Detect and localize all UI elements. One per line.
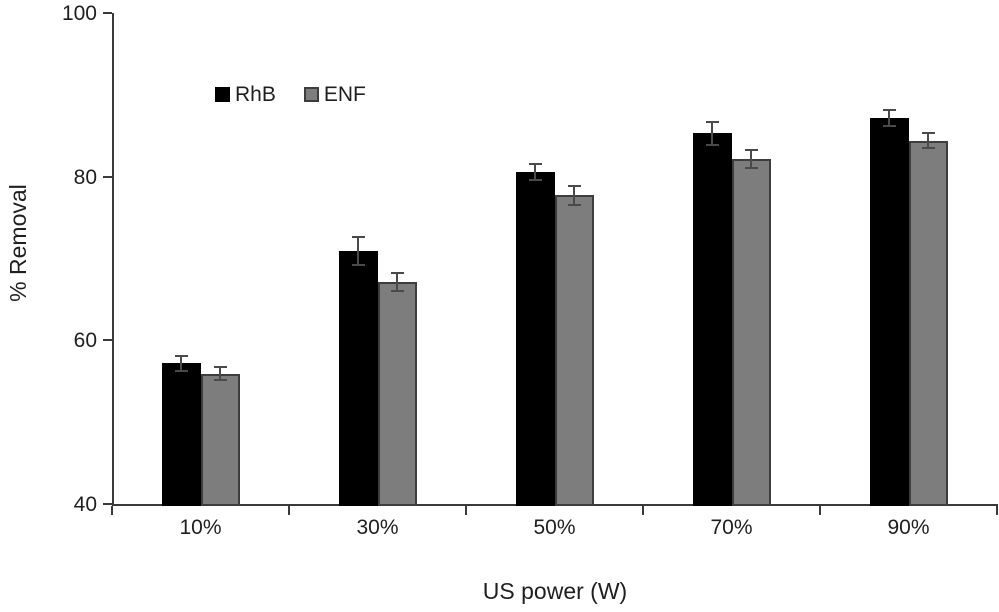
bar-rhb-50pct [515, 171, 555, 506]
error-bar-stem [534, 163, 536, 180]
x-tick-mark [465, 506, 467, 515]
x-category-label: 90% [887, 516, 930, 539]
error-bar-cap [213, 379, 227, 382]
error-bar-cap [705, 143, 719, 146]
y-tick-label: 40 [73, 493, 97, 516]
error-bar-stem [750, 149, 752, 168]
legend-label-enf: ENF [323, 83, 366, 106]
bar-enf-10pct [200, 373, 240, 506]
legend-label-rhb: RhB [235, 83, 276, 106]
error-bar-stem [180, 355, 182, 371]
x-tick-mark [288, 506, 290, 515]
error-bar-stem [573, 185, 575, 206]
error-bar-cap [390, 272, 404, 275]
bar-rhb-90pct [869, 117, 909, 506]
error-bar-cap [528, 162, 542, 165]
bar-enf-50pct [554, 195, 594, 506]
x-category-label: 50% [533, 516, 576, 539]
error-bar-cap [567, 204, 581, 207]
x-category-label: 30% [356, 516, 399, 539]
y-tick-label: 80 [73, 165, 97, 189]
error-bar-stem [396, 273, 398, 292]
error-bar-cap [744, 166, 758, 169]
x-category-label: 10% [179, 516, 222, 539]
y-tick-label: 60 [73, 329, 97, 353]
error-bar-cap [567, 184, 581, 187]
error-bar-cap [351, 236, 365, 239]
error-bar-cap [390, 290, 404, 293]
error-bar-stem [357, 237, 359, 266]
y-tick-mark [103, 339, 112, 342]
error-bar-stem [219, 367, 221, 381]
error-bar-cap [882, 124, 896, 127]
legend-swatch-rhb [215, 87, 230, 102]
y-tick-mark [103, 12, 112, 14]
legend-item-enf: ENF [303, 83, 366, 106]
bar-enf-70pct [731, 158, 771, 506]
bar-rhb-10pct [161, 363, 201, 506]
y-axis-line [112, 13, 114, 506]
bar-enf-30pct [377, 282, 417, 506]
error-bar-cap [528, 178, 542, 181]
error-bar-stem [927, 133, 929, 148]
x-tick-mark [111, 506, 113, 515]
y-axis-title: % Removal [5, 184, 31, 302]
error-bar-cap [213, 366, 227, 369]
y-tick-label: 100 [61, 2, 97, 25]
error-bar-cap [351, 264, 365, 267]
bar-rhb-70pct [692, 133, 732, 506]
error-bar-cap [174, 369, 188, 372]
bar-enf-90pct [908, 140, 948, 506]
error-bar-cap [921, 132, 935, 135]
error-bar-cap [174, 354, 188, 357]
error-bar-stem [711, 121, 713, 145]
legend-swatch-enf [303, 87, 319, 102]
y-tick-mark [103, 503, 112, 505]
x-axis-title: US power (W) [482, 578, 628, 604]
y-tick-mark [103, 175, 112, 178]
error-bar-cap [882, 108, 896, 111]
error-bar-cap [705, 120, 719, 123]
error-bar-stem [888, 109, 890, 126]
x-tick-mark [996, 506, 998, 515]
error-bar-cap [744, 148, 758, 151]
bar-rhb-30pct [338, 251, 378, 506]
legend-item-rhb: RhB [215, 84, 276, 105]
x-tick-mark [642, 506, 644, 515]
error-bar-cap [921, 147, 935, 150]
legend: RhB ENF [215, 84, 366, 105]
x-tick-mark [819, 506, 821, 515]
x-category-label: 70% [710, 516, 753, 539]
